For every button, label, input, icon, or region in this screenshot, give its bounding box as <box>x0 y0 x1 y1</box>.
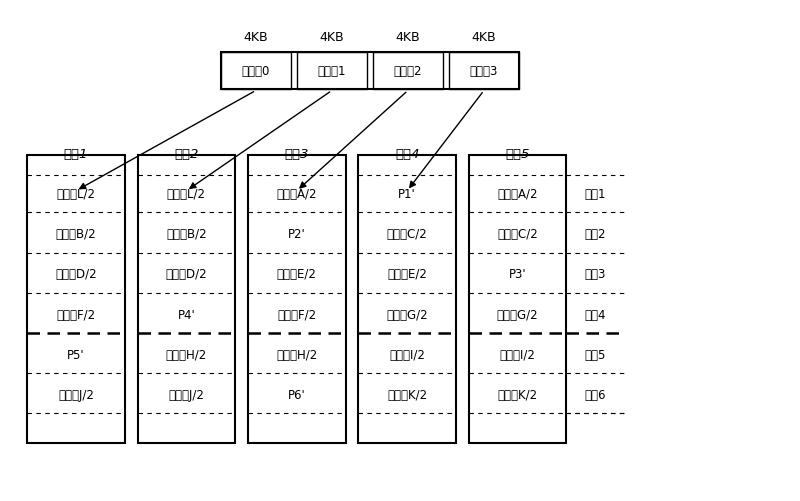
Text: 4KB: 4KB <box>472 31 496 44</box>
Text: 数据块G/2: 数据块G/2 <box>497 308 538 321</box>
Text: P4': P4' <box>178 308 195 321</box>
Text: 数据块L/2: 数据块L/2 <box>57 188 95 200</box>
Text: 数据块K/2: 数据块K/2 <box>387 388 427 401</box>
Bar <box>138 155 235 443</box>
Text: 4KB: 4KB <box>320 31 344 44</box>
Text: 条带5: 条带5 <box>585 348 606 361</box>
Text: 数据块2: 数据块2 <box>394 65 422 78</box>
Text: P1': P1' <box>398 188 416 200</box>
Bar <box>221 53 291 90</box>
Text: 数据块C/2: 数据块C/2 <box>498 228 538 240</box>
Text: P3': P3' <box>509 268 526 281</box>
Text: 磁盘4: 磁盘4 <box>395 147 419 160</box>
Text: P6': P6' <box>288 388 306 401</box>
Bar <box>221 53 519 90</box>
Text: 条带2: 条带2 <box>585 228 606 240</box>
Text: P2': P2' <box>288 228 306 240</box>
Bar <box>358 155 456 443</box>
Bar <box>297 53 367 90</box>
Text: 数据块J/2: 数据块J/2 <box>58 388 94 401</box>
Text: P5': P5' <box>67 348 85 361</box>
Text: 数据块H/2: 数据块H/2 <box>276 348 318 361</box>
Text: 数据块B/2: 数据块B/2 <box>56 228 96 240</box>
Text: 数据块D/2: 数据块D/2 <box>55 268 97 281</box>
Text: 数据块A/2: 数据块A/2 <box>498 188 538 200</box>
Text: 数据块A/2: 数据块A/2 <box>277 188 317 200</box>
Text: 数据块E/2: 数据块E/2 <box>387 268 427 281</box>
Text: 磁盘1: 磁盘1 <box>64 147 88 160</box>
Bar <box>469 155 566 443</box>
Text: 磁盘3: 磁盘3 <box>285 147 309 160</box>
Text: 数据块0: 数据块0 <box>242 65 270 78</box>
Text: 条带6: 条带6 <box>585 388 606 401</box>
Bar <box>248 155 346 443</box>
Text: 4KB: 4KB <box>396 31 420 44</box>
Bar <box>449 53 519 90</box>
Text: 数据块1: 数据块1 <box>318 65 346 78</box>
Text: 数据块I/2: 数据块I/2 <box>390 348 425 361</box>
Text: 数据块D/2: 数据块D/2 <box>166 268 207 281</box>
Text: 4KB: 4KB <box>244 31 268 44</box>
Text: 数据块H/2: 数据块H/2 <box>166 348 207 361</box>
Text: 数据块F/2: 数据块F/2 <box>278 308 316 321</box>
Text: 条带4: 条带4 <box>585 308 606 321</box>
Text: 数据块F/2: 数据块F/2 <box>57 308 95 321</box>
Text: 数据块G/2: 数据块G/2 <box>386 308 428 321</box>
Text: 条带1: 条带1 <box>585 188 606 200</box>
Text: 数据块I/2: 数据块I/2 <box>500 348 535 361</box>
Text: 数据块B/2: 数据块B/2 <box>166 228 206 240</box>
Text: 条带3: 条带3 <box>585 268 606 281</box>
Text: 数据块L/2: 数据块L/2 <box>167 188 206 200</box>
Text: 数据块3: 数据块3 <box>470 65 498 78</box>
Text: 磁盘2: 磁盘2 <box>174 147 198 160</box>
Text: 数据块C/2: 数据块C/2 <box>387 228 427 240</box>
Bar <box>373 53 443 90</box>
Bar <box>27 155 125 443</box>
Text: 磁盘5: 磁盘5 <box>506 147 530 160</box>
Text: 数据块K/2: 数据块K/2 <box>498 388 538 401</box>
Text: 数据块E/2: 数据块E/2 <box>277 268 317 281</box>
Text: 数据块J/2: 数据块J/2 <box>169 388 204 401</box>
